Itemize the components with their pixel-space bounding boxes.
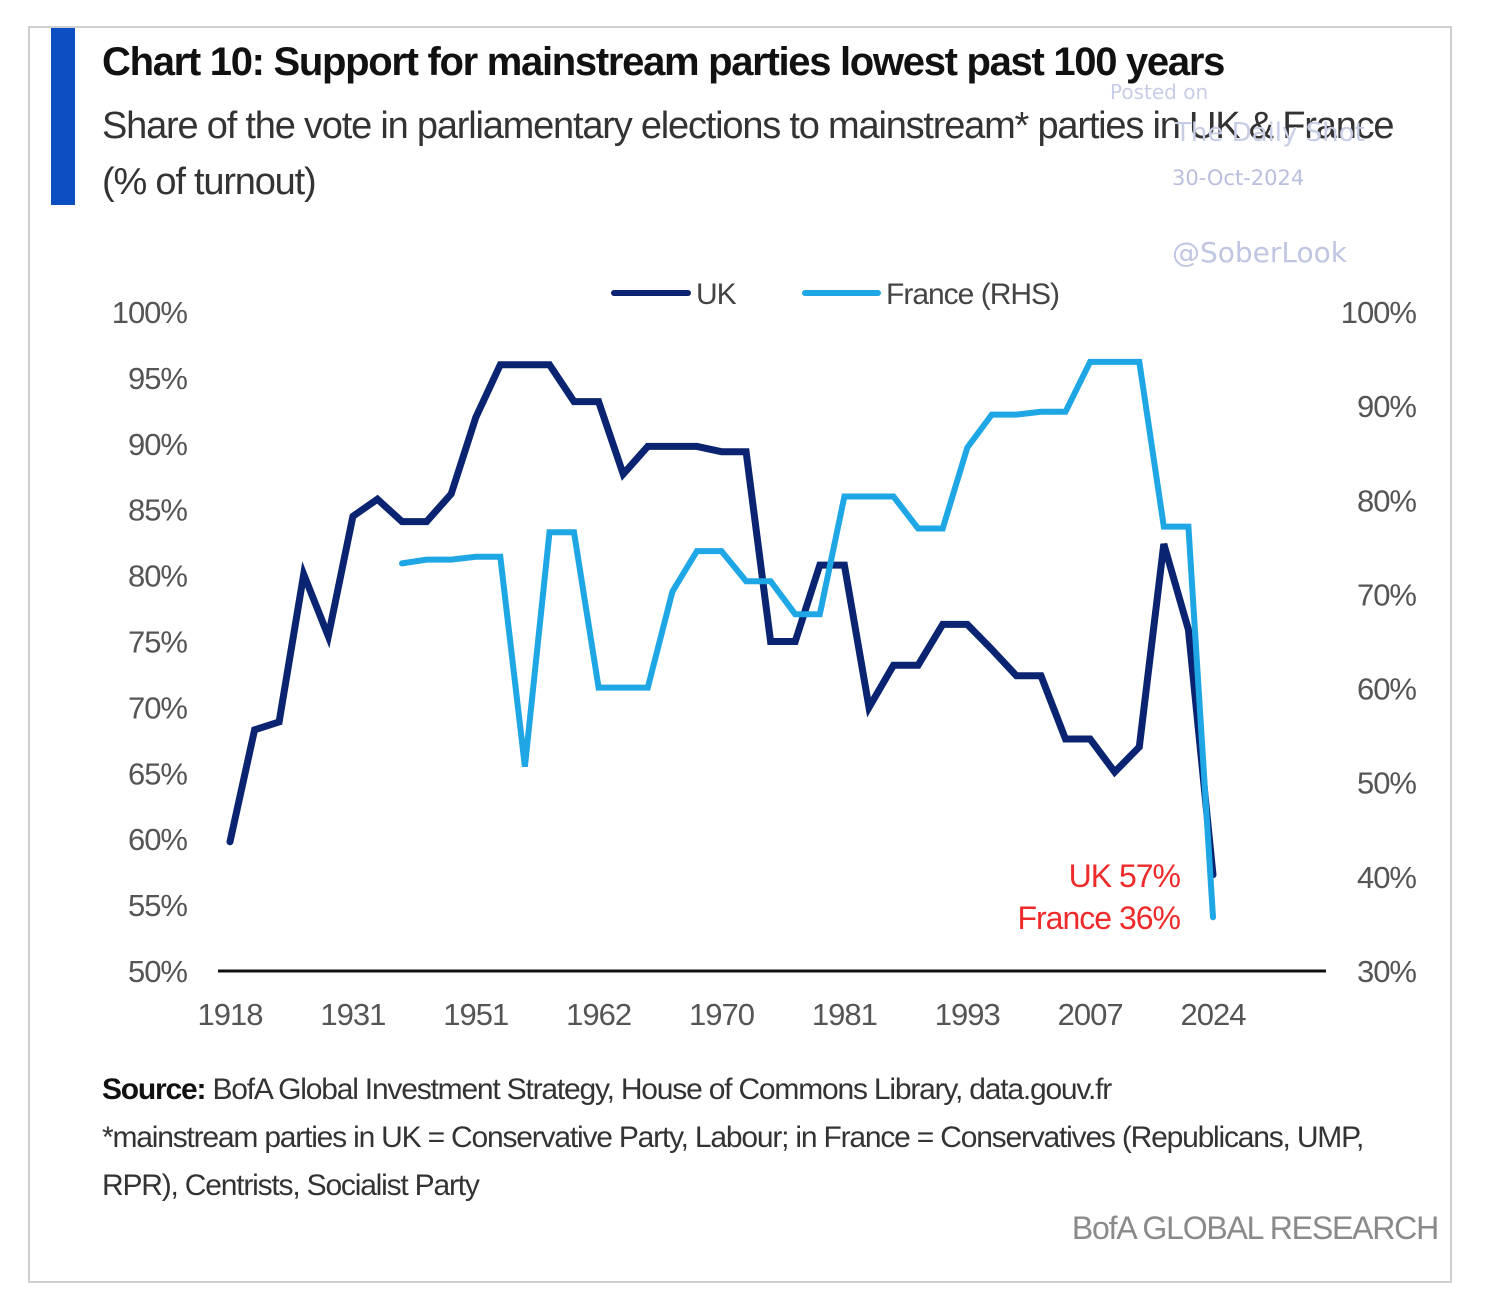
source-label: Source: (102, 1073, 207, 1106)
left-axis-ticks: 50% 55% 60% 65% 70% 75% 80% 85% 90% 95% 100% (112, 295, 189, 989)
right-axis-tick-label: 50% (1357, 766, 1416, 801)
legend-label-france: France (RHS) (886, 278, 1059, 311)
right-axis-tick-label: 70% (1357, 577, 1416, 612)
series-group (226, 358, 1217, 921)
x-axis-tick-label: 1951 (443, 997, 508, 1032)
x-axis-ticks: 1918 1931 1951 1962 1970 1981 1993 2007 2024 (198, 997, 1248, 1032)
right-axis-ticks: 30% 40% 50% 60% 70% 80% 90% 100% (1341, 295, 1418, 989)
left-axis-tick-label: 65% (128, 756, 187, 791)
left-axis-tick-label: 85% (128, 493, 187, 528)
left-axis-tick-label: 55% (128, 888, 187, 923)
source-note: Source: BofA Global Investment Strategy,… (102, 1066, 1422, 1210)
left-axis-tick-label: 100% (112, 295, 188, 330)
brand-label: BofA GLOBAL RESEARCH (1071, 1210, 1439, 1246)
source-text: BofA Global Investment Strategy, House o… (212, 1073, 1112, 1106)
left-axis-tick-label: 90% (128, 427, 187, 462)
right-axis-tick-label: 90% (1357, 389, 1416, 424)
legend: UK France (RHS) (611, 278, 1060, 311)
watermark-publication: The Daily Shot (1175, 118, 1365, 148)
left-axis-tick-label: 60% (128, 822, 187, 857)
watermark-date: 30-Oct-2024 (1172, 166, 1305, 190)
left-axis-tick-label: 50% (128, 954, 187, 989)
annotation-uk-latest: UK 57% (1069, 858, 1181, 894)
watermark-handle: @SoberLook (1172, 236, 1347, 269)
annotation-france-latest: France 36% (1017, 900, 1180, 936)
title-accent-bar (51, 28, 75, 205)
x-axis-tick-label: 1931 (320, 997, 385, 1032)
right-axis-tick-label: 30% (1357, 954, 1416, 989)
right-axis-tick-label: 40% (1357, 860, 1416, 895)
x-axis-tick-label: 1981 (812, 997, 877, 1032)
x-axis-tick-label: 1962 (566, 997, 631, 1032)
left-axis-tick-label: 75% (128, 625, 187, 660)
watermark-posted-on: Posted on (1110, 80, 1209, 104)
x-axis-tick-label: 1993 (935, 997, 1000, 1032)
chart-frame (28, 26, 1452, 1283)
right-axis-tick-label: 100% (1341, 295, 1417, 330)
x-axis-tick-label: 2024 (1181, 997, 1247, 1032)
chart-subtitle: Share of the vote in parliamentary elect… (102, 105, 1395, 203)
left-axis-tick-label: 80% (128, 559, 187, 594)
series-line-france (399, 358, 1216, 921)
series-line-uk (226, 361, 1217, 879)
footnote: *mainstream parties in UK = Conservative… (102, 1121, 1364, 1202)
chart-title: Chart 10: Support for mainstream parties… (102, 40, 1225, 84)
x-axis-tick-label: 2007 (1058, 997, 1123, 1032)
right-axis-tick-label: 60% (1357, 672, 1416, 707)
left-axis-tick-label: 95% (128, 361, 187, 396)
legend-label-uk: UK (696, 278, 737, 311)
right-axis-tick-label: 80% (1357, 483, 1416, 518)
left-axis-tick-label: 70% (128, 690, 187, 725)
x-axis-tick-label: 1970 (689, 997, 755, 1032)
x-axis-tick-label: 1918 (198, 997, 263, 1032)
